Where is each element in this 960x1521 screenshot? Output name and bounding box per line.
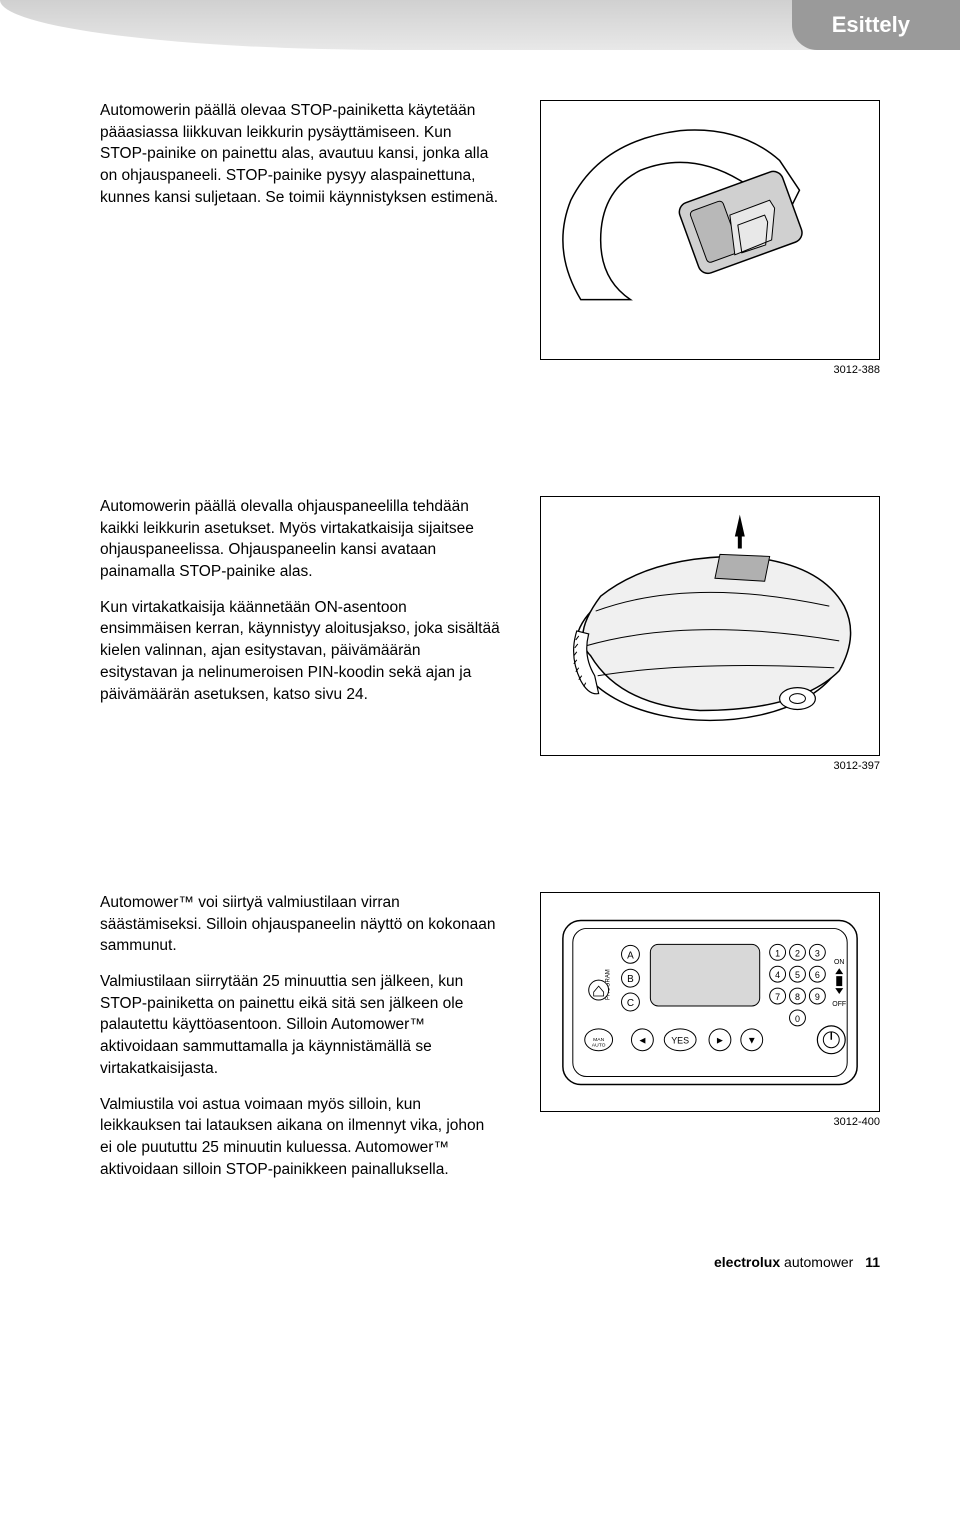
header-tab: Esittely	[792, 0, 960, 50]
section-2-text: Automowerin päällä olevalla ohjauspaneel…	[100, 496, 500, 719]
control-panel-icon: PROGRAM A B C MANAUTO ◄ YES ► ▼	[541, 892, 879, 1112]
section-1: Automowerin päällä olevaa STOP-painikett…	[100, 100, 880, 376]
section-1-text: Automowerin päällä olevaa STOP-painikett…	[100, 100, 500, 222]
svg-text:◄: ◄	[637, 1036, 647, 1047]
figure-3-caption: 3012-400	[540, 1116, 880, 1128]
figure-3-box: PROGRAM A B C MANAUTO ◄ YES ► ▼	[540, 892, 880, 1112]
svg-text:3: 3	[815, 948, 820, 958]
svg-text:MAN: MAN	[593, 1037, 604, 1043]
svg-text:C: C	[627, 998, 634, 1009]
footer: electrolux automower 11	[0, 1234, 960, 1300]
section-2-p2: Kun virtakatkaisija käännetään ON-asento…	[100, 597, 500, 705]
footer-page: 11	[865, 1254, 880, 1270]
svg-text:AUTO: AUTO	[592, 1043, 606, 1049]
section-1-p1: Automowerin päällä olevaa STOP-painikett…	[100, 100, 500, 208]
mower-top-icon	[541, 496, 879, 756]
figure-2-box	[540, 496, 880, 756]
svg-text:2: 2	[795, 948, 800, 958]
section-3-p3: Valmiustila voi astua voimaan myös sillo…	[100, 1094, 500, 1181]
section-3-p2: Valmiustilaan siirrytään 25 minuuttia se…	[100, 971, 500, 1079]
section-2-p1: Automowerin päällä olevalla ohjauspaneel…	[100, 496, 500, 583]
section-3-p1: Automower™ voi siirtyä valmiustilaan vir…	[100, 892, 500, 957]
section-3-text: Automower™ voi siirtyä valmiustilaan vir…	[100, 892, 500, 1194]
hand-stop-icon	[541, 100, 879, 360]
svg-text:YES: YES	[671, 1036, 689, 1046]
svg-text:B: B	[627, 974, 634, 985]
footer-brand: electrolux	[714, 1254, 780, 1270]
svg-text:1: 1	[775, 948, 780, 958]
svg-text:9: 9	[815, 992, 820, 1002]
svg-text:A: A	[627, 950, 634, 961]
figure-2-caption: 3012-397	[540, 760, 880, 772]
figure-1-box	[540, 100, 880, 360]
footer-product: automower	[784, 1254, 853, 1270]
page: Esittely Automowerin päällä olevaa STOP-…	[0, 0, 960, 1300]
svg-text:OFF: OFF	[832, 1001, 846, 1008]
section-2: Automowerin päällä olevalla ohjauspaneel…	[100, 496, 880, 772]
svg-text:►: ►	[715, 1036, 725, 1047]
section-1-figure: 3012-388	[540, 100, 880, 376]
svg-text:ON: ON	[834, 959, 844, 966]
section-3: Automower™ voi siirtyä valmiustilaan vir…	[100, 892, 880, 1194]
section-2-figure: 3012-397	[540, 496, 880, 772]
figure-1-caption: 3012-388	[540, 364, 880, 376]
svg-text:▼: ▼	[747, 1036, 757, 1047]
header-title: Esittely	[832, 12, 910, 37]
section-3-figure: PROGRAM A B C MANAUTO ◄ YES ► ▼	[540, 892, 880, 1128]
svg-text:6: 6	[815, 970, 820, 980]
svg-text:5: 5	[795, 970, 800, 980]
svg-text:7: 7	[775, 992, 780, 1002]
header-bar: Esittely	[0, 0, 960, 60]
content: Automowerin päällä olevaa STOP-painikett…	[0, 100, 960, 1194]
svg-text:0: 0	[795, 1014, 800, 1024]
svg-text:4: 4	[775, 970, 780, 980]
svg-text:8: 8	[795, 992, 800, 1002]
